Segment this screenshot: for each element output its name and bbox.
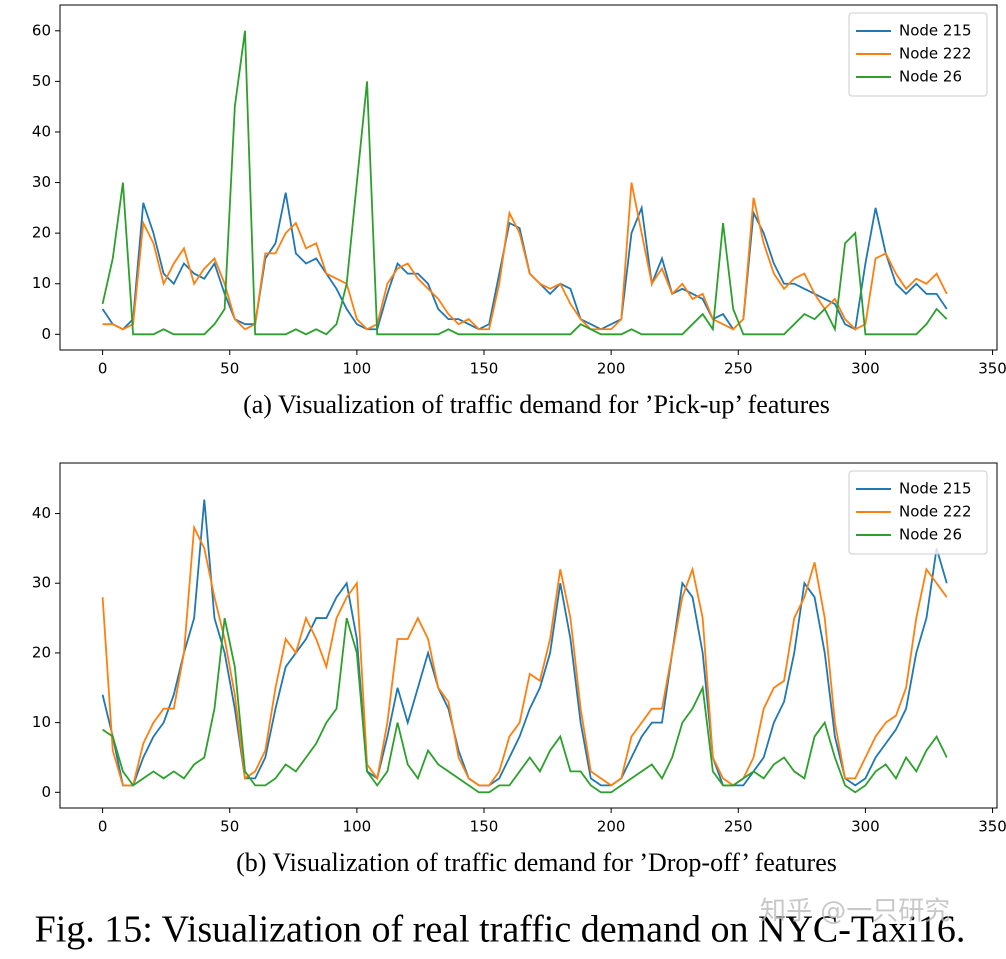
data-line — [101, 30, 948, 336]
y-tick-label: 10 — [32, 274, 51, 292]
watermark: 知乎 @一只研究 — [760, 897, 950, 927]
data-line — [102, 182, 948, 331]
legend-label: Node 215 — [899, 480, 972, 498]
x-tick-label: 300 — [851, 360, 880, 378]
figure-caption: Fig. 15: Visualization of real traffic d… — [35, 909, 966, 951]
legend-label: Node 26 — [899, 68, 962, 86]
legend-label: Node 222 — [899, 503, 972, 521]
chart-title: (a) Visualization of traffic demand for … — [243, 390, 830, 419]
legend-label: Node 26 — [899, 526, 962, 544]
y-tick-label: 50 — [32, 72, 51, 90]
chart-title: (b) Visualization of traffic demand for … — [236, 848, 837, 877]
x-tick-label: 0 — [98, 360, 108, 378]
x-tick-label: 0 — [98, 818, 108, 836]
x-tick-label: 50 — [220, 360, 239, 378]
x-tick-label: 100 — [343, 818, 372, 836]
legend-box — [848, 12, 988, 97]
x-tick-label: 50 — [220, 818, 239, 836]
y-tick-label: 40 — [32, 504, 51, 522]
x-tick-label: 250 — [724, 818, 753, 836]
data-line — [102, 617, 948, 794]
x-tick-label: 250 — [724, 360, 753, 378]
x-tick-label: 150 — [470, 360, 499, 378]
y-tick-label: 30 — [32, 173, 51, 191]
x-tick-label: 300 — [851, 818, 880, 836]
x-tick-label: 200 — [597, 360, 626, 378]
legend-label: Node 215 — [899, 22, 972, 40]
legend: Node 215 Node 222 Node 26 — [848, 470, 988, 555]
y-tick-label: 10 — [32, 713, 51, 731]
y-tick-label: 30 — [32, 574, 51, 592]
legend: Node 215 Node 222 Node 26 — [848, 12, 988, 97]
data-line — [101, 524, 948, 787]
plot-frame — [59, 462, 998, 809]
x-tick-label: 150 — [470, 818, 499, 836]
x-tick-label: 350 — [978, 360, 1006, 378]
y-tick-label: 0 — [41, 783, 51, 801]
plot-frame — [59, 4, 998, 351]
y-tick-label: 20 — [32, 224, 51, 242]
y-tick-label: 20 — [32, 643, 51, 661]
x-tick-label: 200 — [597, 818, 626, 836]
legend-label: Node 222 — [899, 45, 972, 63]
x-tick-label: 100 — [343, 360, 372, 378]
y-tick-label: 0 — [41, 325, 51, 343]
x-tick-label: 350 — [978, 818, 1006, 836]
y-tick-label: 40 — [32, 122, 51, 140]
legend-box — [848, 470, 988, 555]
y-tick-label: 60 — [32, 21, 51, 39]
